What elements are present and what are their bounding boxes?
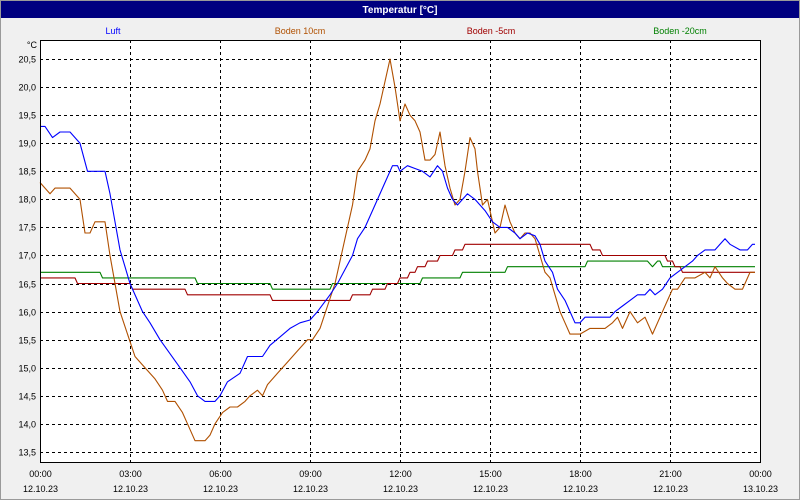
y-tick-label: 17,0 (18, 251, 36, 261)
x-tick-label-date: 12.10.23 (383, 484, 418, 494)
y-tick-label: 20,0 (18, 83, 36, 93)
x-tick-label-time: 18:00 (569, 469, 592, 479)
x-tick-label-time: 00:00 (749, 469, 772, 479)
x-tick-label-time: 06:00 (209, 469, 232, 479)
legend-item-boden-10cm: Boden 10cm (275, 26, 326, 36)
y-axis-unit-label: °C (27, 40, 38, 50)
series-lines (39, 58, 755, 442)
plot-frame (40, 40, 761, 463)
y-tick-label: 18,5 (18, 167, 36, 177)
x-tick-label-time: 12:00 (389, 469, 412, 479)
x-tick-label-time: 03:00 (119, 469, 142, 479)
x-tick-label-date: 12.10.23 (113, 484, 148, 494)
x-tick-label-date: 12.10.23 (203, 484, 238, 494)
y-tick-label: 19,5 (18, 111, 36, 121)
x-tick-label-time: 21:00 (659, 469, 682, 479)
x-tick-label-date: 12.10.23 (473, 484, 508, 494)
legend-item-luft: Luft (105, 26, 121, 36)
series-line-boden-minus20cm (40, 260, 755, 290)
legend: Luft Boden 10cm Boden -5cm Boden -20cm (105, 26, 706, 36)
y-tick-label: 15,0 (18, 364, 36, 374)
x-tick-label-time: 00:00 (29, 469, 52, 479)
x-tick-label-time: 09:00 (299, 469, 322, 479)
legend-item-boden-minus5cm: Boden -5cm (467, 26, 516, 36)
chart-title: Temperatur [°C] (363, 5, 438, 16)
y-tick-label: 16,0 (18, 308, 36, 318)
series-line-boden-minus5cm (40, 243, 755, 301)
y-axis-tick-labels: 20,5 20,0 19,5 19,0 18,5 18,0 17,5 17,0 16,5 16,0… (18, 55, 36, 458)
y-tick-label: 20,5 (18, 55, 36, 65)
series-line-boden-10cm (39, 58, 755, 442)
legend-item-boden-minus20cm: Boden -20cm (653, 26, 707, 36)
y-tick-label: 15,5 (18, 336, 36, 346)
y-tick-label: 18,0 (18, 195, 36, 205)
x-tick-label-date: 13.10.23 (743, 484, 778, 494)
y-tick-label: 14,0 (18, 420, 36, 430)
title-bar (0, 0, 800, 18)
title-bar-group: Temperatur [°C] (0, 0, 800, 18)
x-tick-label-date: 12.10.23 (563, 484, 598, 494)
x-tick-label-date: 12.10.23 (293, 484, 328, 494)
y-tick-label: 16,5 (18, 280, 36, 290)
y-tick-label: 14,5 (18, 392, 36, 402)
y-tick-label: 13,5 (18, 448, 36, 458)
x-tick-label-time: 15:00 (479, 469, 502, 479)
y-tick-label: 17,5 (18, 223, 36, 233)
y-tick-label: 19,0 (18, 139, 36, 149)
x-tick-label-date: 12.10.23 (23, 484, 58, 494)
series-line-luft (40, 125, 755, 402)
x-axis-tick-labels: 00:00 12.10.23 03:00 12.10.23 06:00 12.10.23 0… (23, 469, 778, 494)
x-tick-label-date: 12.10.23 (653, 484, 688, 494)
